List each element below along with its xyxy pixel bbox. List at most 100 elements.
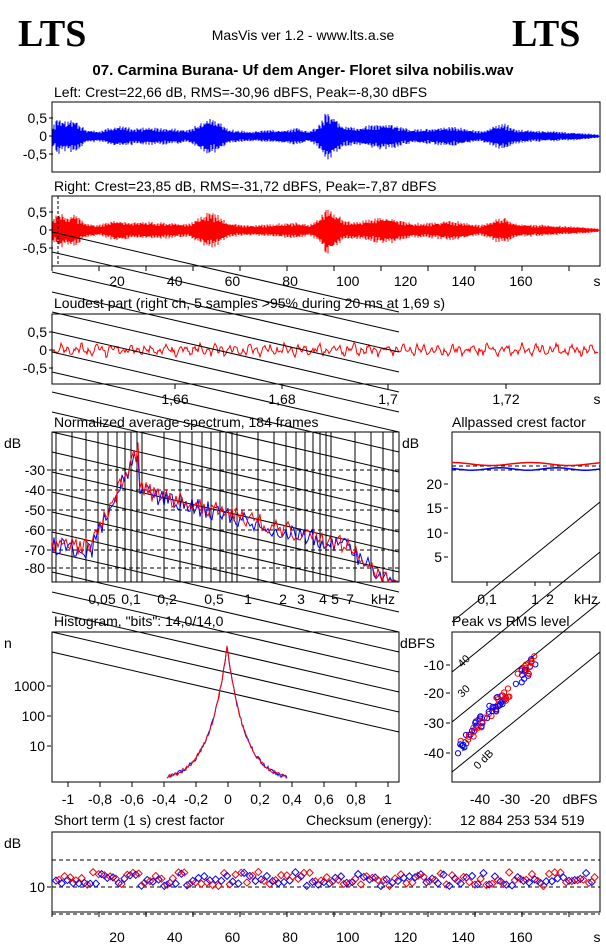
crest-xtick: 20: [109, 929, 125, 945]
crest-point: [376, 881, 386, 891]
crest-point: [180, 868, 189, 877]
spectrum-ytick: -80: [25, 560, 45, 576]
spectrum-diag: [51, 311, 400, 393]
pvr-point: [485, 708, 492, 715]
crest-point: [402, 878, 411, 888]
right-xtick: 80: [282, 273, 298, 289]
histogram-right: [166, 645, 288, 779]
spectrum-right: [51, 442, 398, 583]
crest-point: [504, 868, 514, 877]
crest-point: [507, 881, 517, 890]
spectrum-diag: [51, 571, 400, 653]
histogram-ytick: 100: [22, 708, 46, 724]
left-plot: [51, 101, 601, 173]
crest-point: [305, 868, 314, 878]
right-xtick: 60: [225, 273, 241, 289]
crest-xtick: 140: [452, 929, 476, 945]
crest-point: [405, 872, 414, 881]
right-ytick: -0,5: [23, 240, 47, 256]
crest-point: [271, 875, 280, 885]
crest-point: [66, 873, 75, 882]
right-xtick: 140: [452, 273, 476, 289]
loud-title: Loudest part (right ch, 5 samples >95% d…: [54, 295, 445, 311]
spectrum-xtick: 2: [279, 591, 287, 607]
crest-xtick: 160: [509, 929, 533, 945]
spectrum-diag: [51, 371, 400, 453]
pvr-ytick: -10: [424, 657, 444, 673]
histogram-left: [166, 647, 288, 779]
crest-point: [276, 870, 286, 880]
histogram-ylabel: n: [4, 635, 12, 651]
crest-point: [199, 871, 209, 881]
pvr-point: [492, 707, 500, 714]
crest-point: [325, 879, 334, 888]
crest-point: [265, 879, 274, 889]
crest-point: [433, 879, 443, 888]
histogram-xtick: 0,4: [282, 791, 302, 807]
crest-point: [547, 876, 557, 886]
crest-point: [553, 874, 562, 883]
crest-point: [202, 878, 212, 887]
pvr-point: [518, 679, 525, 686]
spectrum-xtick: 3: [297, 591, 305, 607]
crest-point: [148, 877, 158, 886]
crest-point: [248, 871, 257, 881]
spectrum-diag: [51, 631, 400, 713]
loud-wave: [52, 341, 599, 359]
crest-xtick: 60: [225, 929, 241, 945]
crest-ylabel: dB: [4, 835, 21, 851]
crest-point: [590, 873, 599, 882]
crest-point: [467, 871, 477, 881]
pvr-point: [504, 685, 512, 692]
allpass-xtick: 1: [531, 591, 539, 607]
crest-point: [214, 881, 223, 891]
crest-point: [296, 871, 306, 881]
loud-xtick: 1,66: [161, 391, 188, 407]
spectrum-diag: [51, 271, 400, 353]
crest-point: [54, 875, 64, 885]
crest-point: [225, 880, 235, 889]
histogram-xtick: 1: [384, 791, 392, 807]
right-xtick: 20: [109, 273, 125, 289]
crest-point: [427, 874, 437, 883]
histogram-xtick: -0,8: [88, 791, 112, 807]
crest-point: [393, 876, 403, 886]
crest-point: [439, 870, 448, 879]
loud-ytick: -0,5: [23, 360, 47, 376]
crest-point: [510, 875, 520, 885]
crest-point: [356, 880, 366, 889]
pvr-point: [457, 741, 464, 748]
crest-point: [473, 879, 483, 889]
allpass-ytick: 15: [426, 500, 442, 516]
allpass-left: [451, 467, 601, 471]
spectrum-diag: [51, 651, 400, 733]
checksum-label: Checksum (energy):: [306, 812, 432, 828]
pvr-point: [521, 662, 529, 670]
pvr-diag-label: 0 dB: [472, 748, 496, 772]
pvr-xtick: -30: [500, 791, 520, 807]
crest-point: [513, 872, 522, 882]
crest-point: [311, 877, 320, 886]
allpass-xtick: 2: [546, 591, 554, 607]
crest-point: [256, 875, 266, 884]
crest-point: [524, 878, 534, 887]
crest-point: [533, 876, 542, 886]
crest-xtick: s: [594, 929, 601, 945]
crest-point: [80, 878, 89, 888]
histogram-ytick: 10: [29, 738, 45, 754]
crest-point: [370, 873, 380, 882]
crest-point: [556, 868, 565, 877]
pvr-point: [489, 703, 496, 711]
right-xtick: 120: [394, 273, 418, 289]
checksum-value: 12 884 253 534 519: [460, 812, 585, 828]
allpass-xtick: kHz: [574, 591, 598, 607]
spectrum-ytick: -60: [25, 522, 45, 538]
crest-point: [117, 879, 126, 889]
crest-point: [185, 879, 195, 889]
crest-point: [413, 871, 423, 881]
crest-point: [91, 879, 101, 888]
crest-point: [502, 880, 511, 889]
histogram-xtick: -0,4: [152, 791, 176, 807]
right-xtick: 100: [336, 273, 360, 289]
crest-point: [137, 881, 146, 890]
